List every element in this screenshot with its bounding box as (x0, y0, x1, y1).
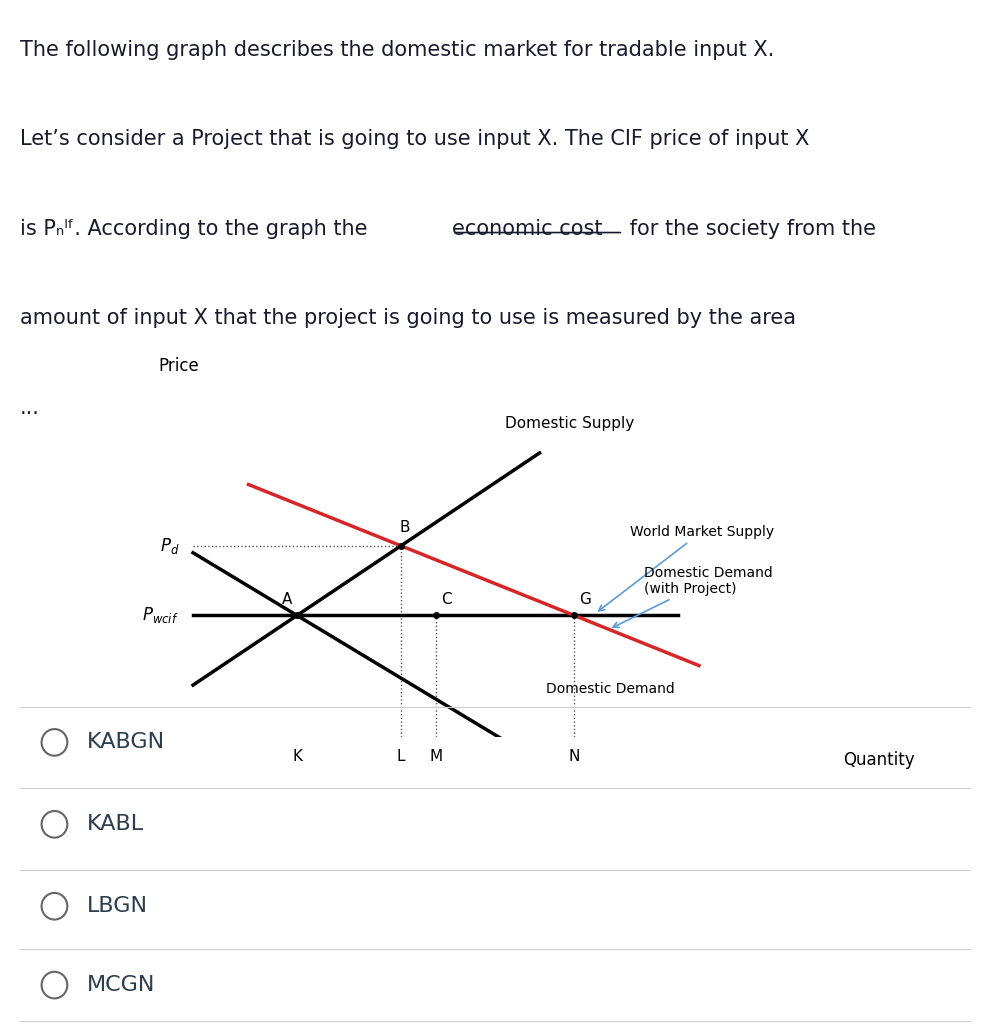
Text: $P_{wcif}$: $P_{wcif}$ (143, 605, 179, 626)
Text: Domestic Supply: Domestic Supply (505, 417, 635, 431)
Text: M: M (429, 750, 443, 765)
Text: Let’s consider a Project that is going to use input X. The CIF price of input X: Let’s consider a Project that is going t… (20, 129, 809, 150)
Text: Price: Price (158, 357, 200, 375)
Text: K: K (292, 750, 302, 765)
Text: A: A (281, 592, 292, 606)
Text: B: B (399, 520, 410, 536)
Text: Quantity: Quantity (843, 752, 915, 769)
Text: G: G (579, 592, 590, 606)
Text: L: L (397, 750, 405, 765)
Text: The following graph describes the domestic market for tradable input X.: The following graph describes the domest… (20, 40, 774, 60)
Text: is Pₙᴵᶠ. According to the graph the: is Pₙᴵᶠ. According to the graph the (20, 219, 374, 239)
Text: Domestic Demand: Domestic Demand (546, 682, 675, 695)
Text: N: N (568, 750, 580, 765)
Text: ...: ... (20, 398, 40, 418)
Text: economic cost: economic cost (452, 219, 603, 239)
Text: $P_d$: $P_d$ (159, 536, 179, 556)
Text: KABGN: KABGN (87, 732, 165, 753)
Text: amount of input X that the project is going to use is measured by the area: amount of input X that the project is go… (20, 308, 796, 329)
Text: C: C (441, 592, 451, 606)
Text: MCGN: MCGN (87, 975, 155, 995)
Text: World Market Supply: World Market Supply (599, 525, 774, 611)
Text: Domestic Demand
(with Project): Domestic Demand (with Project) (613, 565, 772, 628)
Text: KABL: KABL (87, 814, 145, 835)
Text: for the society from the: for the society from the (624, 219, 876, 239)
Text: LBGN: LBGN (87, 896, 148, 916)
